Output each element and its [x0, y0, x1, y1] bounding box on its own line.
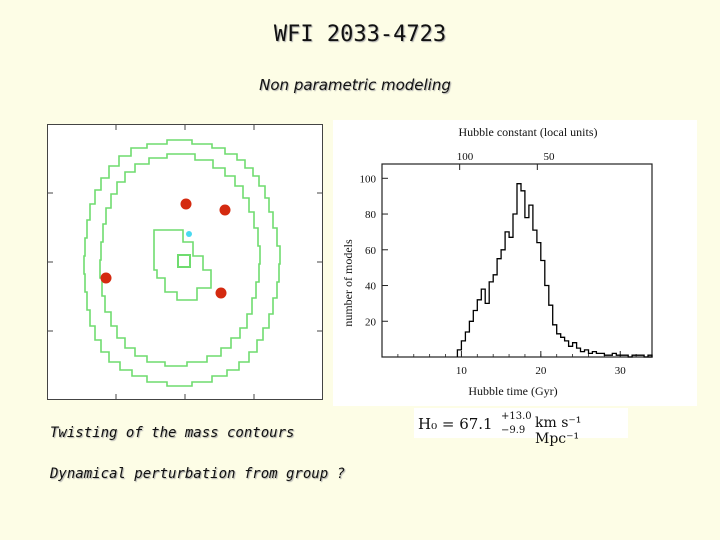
y-axis-label: number of models — [341, 239, 355, 327]
inner-contour — [153, 229, 212, 301]
formula-lower-error: −9.9 — [501, 425, 526, 436]
lensed-image-c — [100, 272, 112, 284]
top-axis-label: Hubble constant (local units) — [459, 125, 598, 139]
x-tick-label: 10 — [456, 365, 468, 377]
caption-perturbation: Dynamical perturbation from group ? — [50, 466, 346, 482]
center-square — [177, 254, 191, 268]
lensed-image-d — [215, 287, 227, 299]
slide-title: WFI 2033-4723 — [273, 22, 447, 47]
formula-units: km s⁻¹ Mpc⁻¹ — [535, 415, 582, 447]
histogram-axes: 20 40 60 80 100 10 20 30 — [360, 164, 653, 377]
source-position — [186, 231, 192, 237]
lensed-image-b — [219, 204, 231, 216]
top-tick-label-50: 50 — [544, 151, 556, 163]
hubble-constant-formula: H₀ = 67.1 +13.0 −9.9 km s⁻¹ Mpc⁻¹ — [414, 408, 628, 447]
middle-contour — [99, 153, 261, 367]
slide-subtitle: Non parametric modeling — [259, 76, 451, 94]
mass-contour-map — [47, 124, 323, 400]
plot-frame — [381, 163, 653, 358]
outer-contour — [83, 139, 281, 387]
x-tick-label: 30 — [615, 365, 627, 377]
y-tick-label: 80 — [365, 209, 377, 221]
bottom-axis-label: Hubble time (Gyr) — [468, 384, 557, 398]
formula-upper-error: +13.0 — [501, 411, 532, 422]
lensed-image-a — [180, 198, 192, 210]
map-ticks — [47, 124, 323, 400]
map-frame — [47, 124, 323, 400]
formula-lhs: H₀ = 67.1 — [418, 415, 493, 433]
caption-twisting: Twisting of the mass contours — [50, 425, 295, 441]
y-tick-label: 40 — [365, 281, 377, 293]
y-tick-label: 100 — [360, 173, 377, 185]
hubble-histogram: Hubble constant (local units) 100 50 num… — [333, 120, 697, 406]
y-tick-label: 60 — [365, 245, 377, 257]
top-tick-label-100: 100 — [457, 151, 474, 163]
y-tick-label: 20 — [365, 316, 377, 328]
histogram-outline — [456, 183, 653, 358]
x-tick-label: 20 — [535, 365, 547, 377]
